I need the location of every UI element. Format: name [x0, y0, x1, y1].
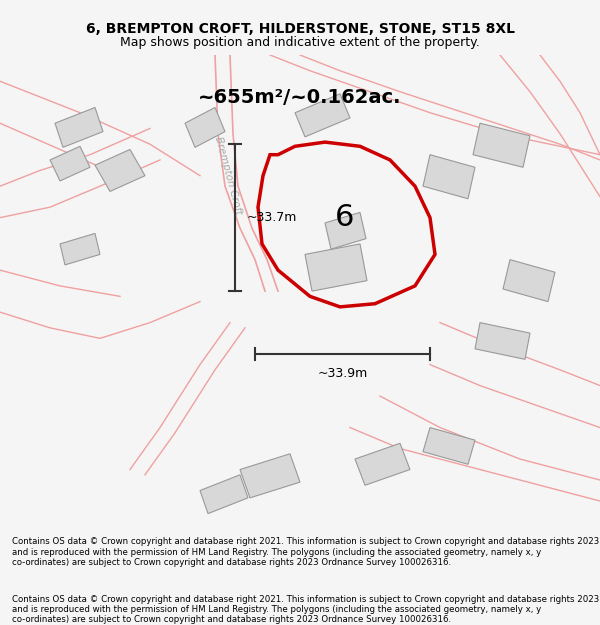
Text: 6: 6: [335, 203, 355, 232]
Text: Brempton Croft: Brempton Croft: [213, 136, 243, 216]
Polygon shape: [295, 94, 350, 137]
Text: ~33.7m: ~33.7m: [247, 211, 298, 224]
Polygon shape: [423, 155, 475, 199]
Polygon shape: [475, 322, 530, 359]
Polygon shape: [55, 107, 103, 148]
Polygon shape: [503, 259, 555, 302]
Polygon shape: [473, 123, 530, 168]
Polygon shape: [423, 428, 475, 464]
Polygon shape: [60, 233, 100, 265]
Text: Contains OS data © Crown copyright and database right 2021. This information is : Contains OS data © Crown copyright and d…: [12, 537, 599, 567]
Polygon shape: [200, 475, 248, 514]
Polygon shape: [305, 244, 367, 291]
Text: 6, BREMPTON CROFT, HILDERSTONE, STONE, ST15 8XL: 6, BREMPTON CROFT, HILDERSTONE, STONE, S…: [86, 22, 515, 36]
Polygon shape: [240, 454, 300, 498]
Text: ~655m²/~0.162ac.: ~655m²/~0.162ac.: [198, 89, 402, 107]
Polygon shape: [355, 443, 410, 485]
Polygon shape: [50, 146, 90, 181]
Polygon shape: [185, 107, 225, 148]
Text: ~33.9m: ~33.9m: [317, 367, 368, 379]
Polygon shape: [95, 149, 145, 191]
Text: Map shows position and indicative extent of the property.: Map shows position and indicative extent…: [120, 36, 480, 49]
Polygon shape: [325, 213, 366, 249]
Text: Contains OS data © Crown copyright and database right 2021. This information is : Contains OS data © Crown copyright and d…: [12, 594, 599, 624]
